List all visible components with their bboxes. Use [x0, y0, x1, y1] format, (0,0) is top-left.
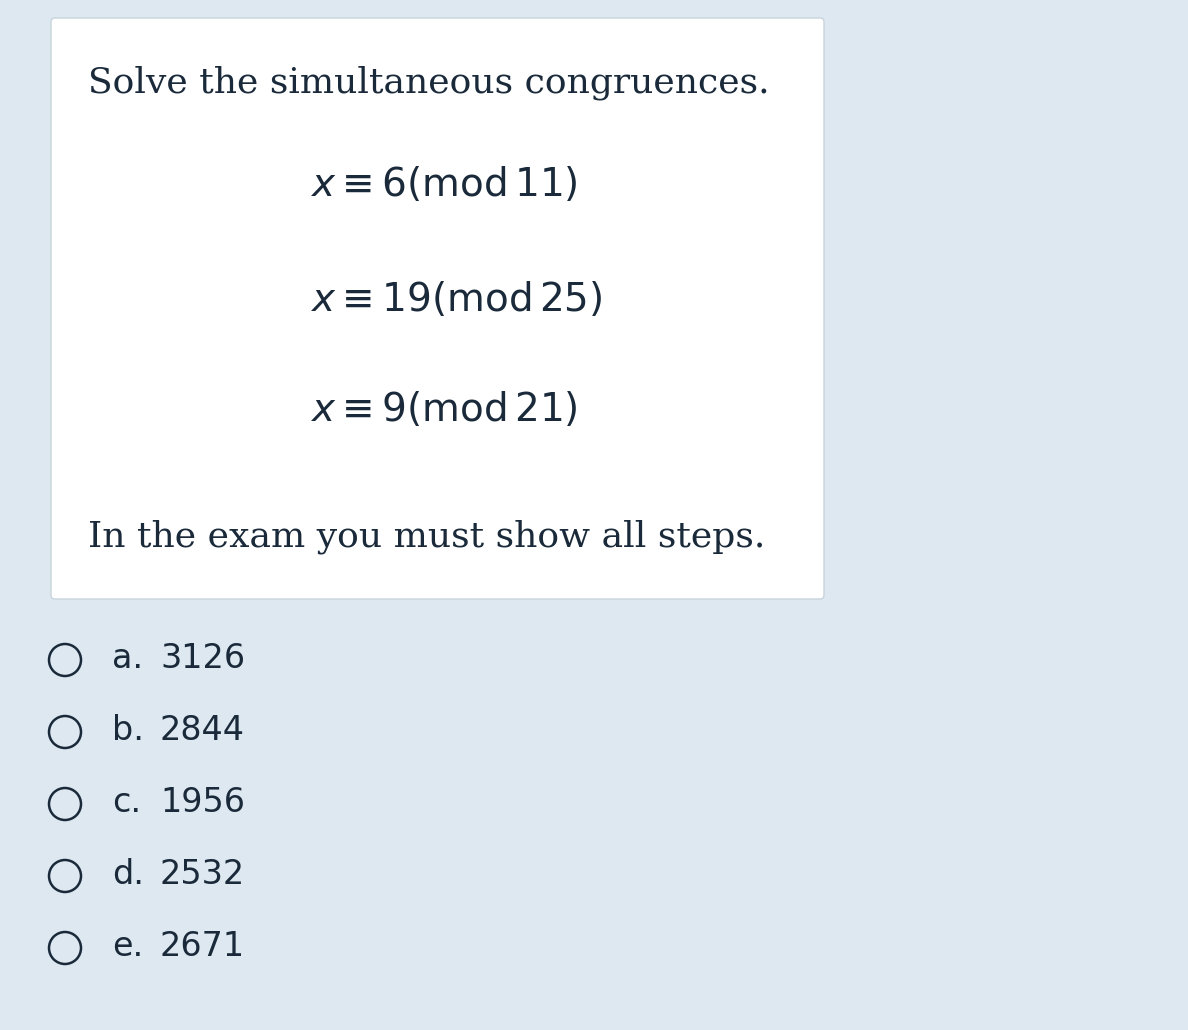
Text: 2671: 2671 [160, 929, 245, 962]
Text: a.: a. [112, 642, 143, 675]
Text: $x \equiv 19(\mathrm{mod}\,25)$: $x \equiv 19(\mathrm{mod}\,25)$ [310, 280, 602, 319]
Text: c.: c. [112, 786, 141, 819]
Text: In the exam you must show all steps.: In the exam you must show all steps. [88, 520, 765, 554]
Text: $x \equiv 9(\mathrm{mod}\,21)$: $x \equiv 9(\mathrm{mod}\,21)$ [310, 390, 577, 430]
Text: 2844: 2844 [160, 714, 245, 747]
Text: Solve the simultaneous congruences.: Solve the simultaneous congruences. [88, 65, 770, 100]
Text: 3126: 3126 [160, 642, 245, 675]
Text: 1956: 1956 [160, 786, 245, 819]
Text: d.: d. [112, 858, 144, 891]
Text: b.: b. [112, 714, 144, 747]
Text: $x \equiv 6(\mathrm{mod}\,11)$: $x \equiv 6(\mathrm{mod}\,11)$ [310, 165, 577, 204]
Text: e.: e. [112, 929, 144, 962]
Text: 2532: 2532 [160, 858, 245, 891]
FancyBboxPatch shape [51, 18, 824, 599]
